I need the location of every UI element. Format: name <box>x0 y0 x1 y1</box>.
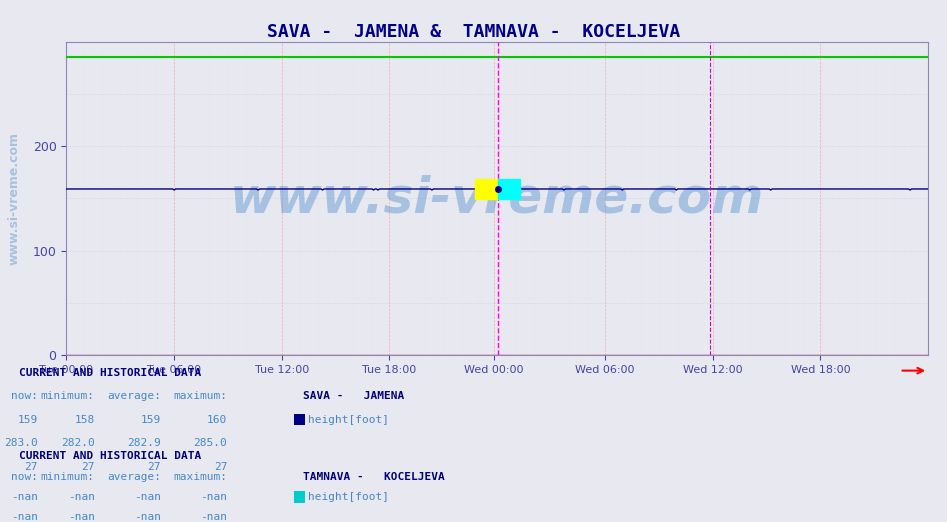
Text: 27: 27 <box>214 462 227 472</box>
Text: 27: 27 <box>25 462 38 472</box>
Text: average:: average: <box>107 392 161 401</box>
Text: www.si-vreme.com: www.si-vreme.com <box>230 174 764 222</box>
Text: -nan: -nan <box>10 492 38 502</box>
Bar <box>475 179 498 199</box>
Text: 159: 159 <box>18 415 38 425</box>
Text: CURRENT AND HISTORICAL DATA: CURRENT AND HISTORICAL DATA <box>19 368 201 378</box>
Text: maximum:: maximum: <box>173 392 227 401</box>
Text: 27: 27 <box>81 462 95 472</box>
Text: minimum:: minimum: <box>41 472 95 482</box>
Text: 27: 27 <box>148 462 161 472</box>
Text: now:: now: <box>10 472 38 482</box>
Text: 282.0: 282.0 <box>61 438 95 448</box>
Text: height[foot]: height[foot] <box>308 492 389 502</box>
Text: -nan: -nan <box>200 512 227 522</box>
Text: -nan: -nan <box>134 492 161 502</box>
Text: 283.0: 283.0 <box>4 438 38 448</box>
Text: TAMNAVA -   KOCELJEVA: TAMNAVA - KOCELJEVA <box>303 472 445 482</box>
Text: 158: 158 <box>75 415 95 425</box>
Text: -nan: -nan <box>67 512 95 522</box>
Text: minimum:: minimum: <box>41 392 95 401</box>
Text: -nan: -nan <box>67 492 95 502</box>
Text: -nan: -nan <box>10 512 38 522</box>
Text: CURRENT AND HISTORICAL DATA: CURRENT AND HISTORICAL DATA <box>19 452 201 461</box>
Text: 285.0: 285.0 <box>193 438 227 448</box>
Text: -nan: -nan <box>134 512 161 522</box>
Text: -nan: -nan <box>200 492 227 502</box>
Text: 160: 160 <box>207 415 227 425</box>
Text: height[foot]: height[foot] <box>308 415 389 425</box>
Text: www.si-vreme.com: www.si-vreme.com <box>8 132 21 265</box>
Bar <box>498 179 521 199</box>
Text: 282.9: 282.9 <box>127 438 161 448</box>
Text: 159: 159 <box>141 415 161 425</box>
Text: SAVA -  JAMENA &  TAMNAVA -  KOCELJEVA: SAVA - JAMENA & TAMNAVA - KOCELJEVA <box>267 23 680 41</box>
Text: SAVA -   JAMENA: SAVA - JAMENA <box>303 392 404 401</box>
Text: maximum:: maximum: <box>173 472 227 482</box>
Text: now:: now: <box>10 392 38 401</box>
Text: average:: average: <box>107 472 161 482</box>
